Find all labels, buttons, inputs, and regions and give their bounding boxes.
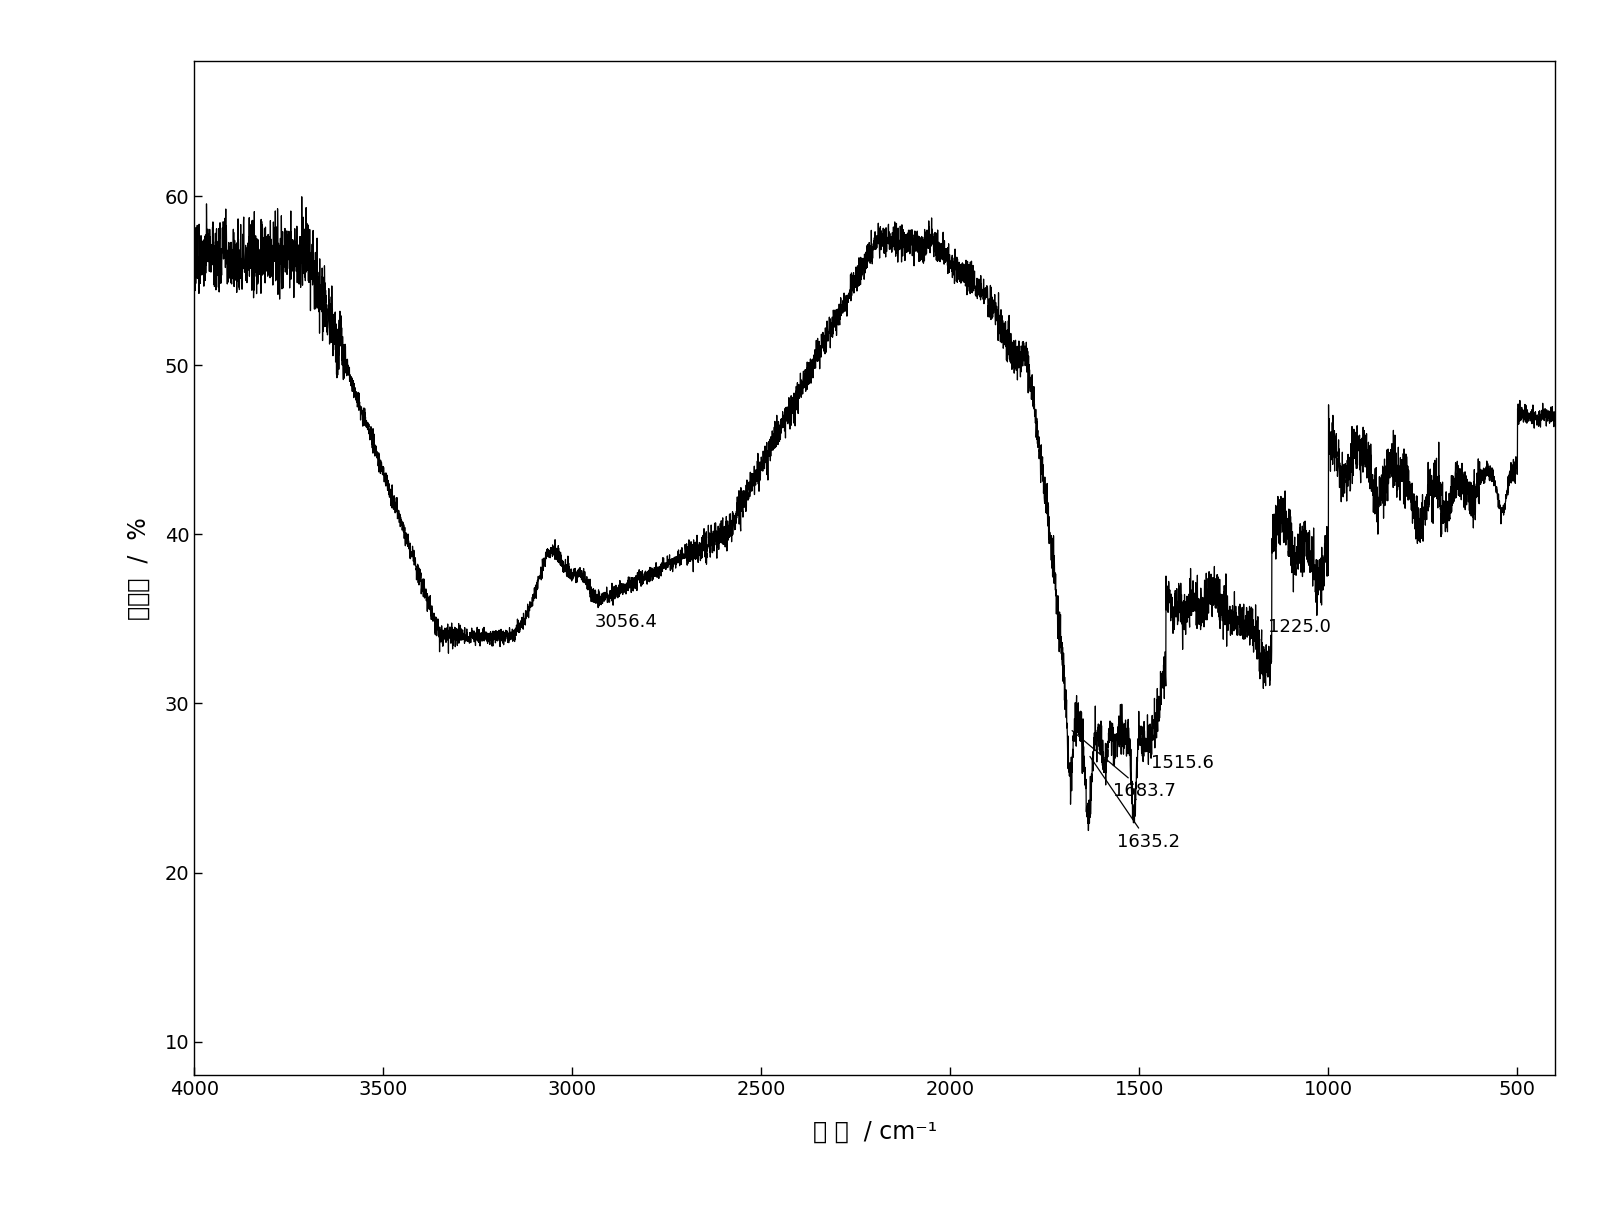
Text: 1225.0: 1225.0	[1268, 618, 1330, 637]
X-axis label: 波 数  / cm⁻¹: 波 数 / cm⁻¹	[813, 1121, 936, 1144]
Text: 1515.6: 1515.6	[1150, 754, 1213, 772]
Text: 1635.2: 1635.2	[1090, 756, 1179, 852]
Text: 3056.4: 3056.4	[595, 613, 658, 632]
Text: 1683.7: 1683.7	[1072, 731, 1176, 800]
Y-axis label: 透过率  /  %: 透过率 / %	[126, 517, 151, 620]
